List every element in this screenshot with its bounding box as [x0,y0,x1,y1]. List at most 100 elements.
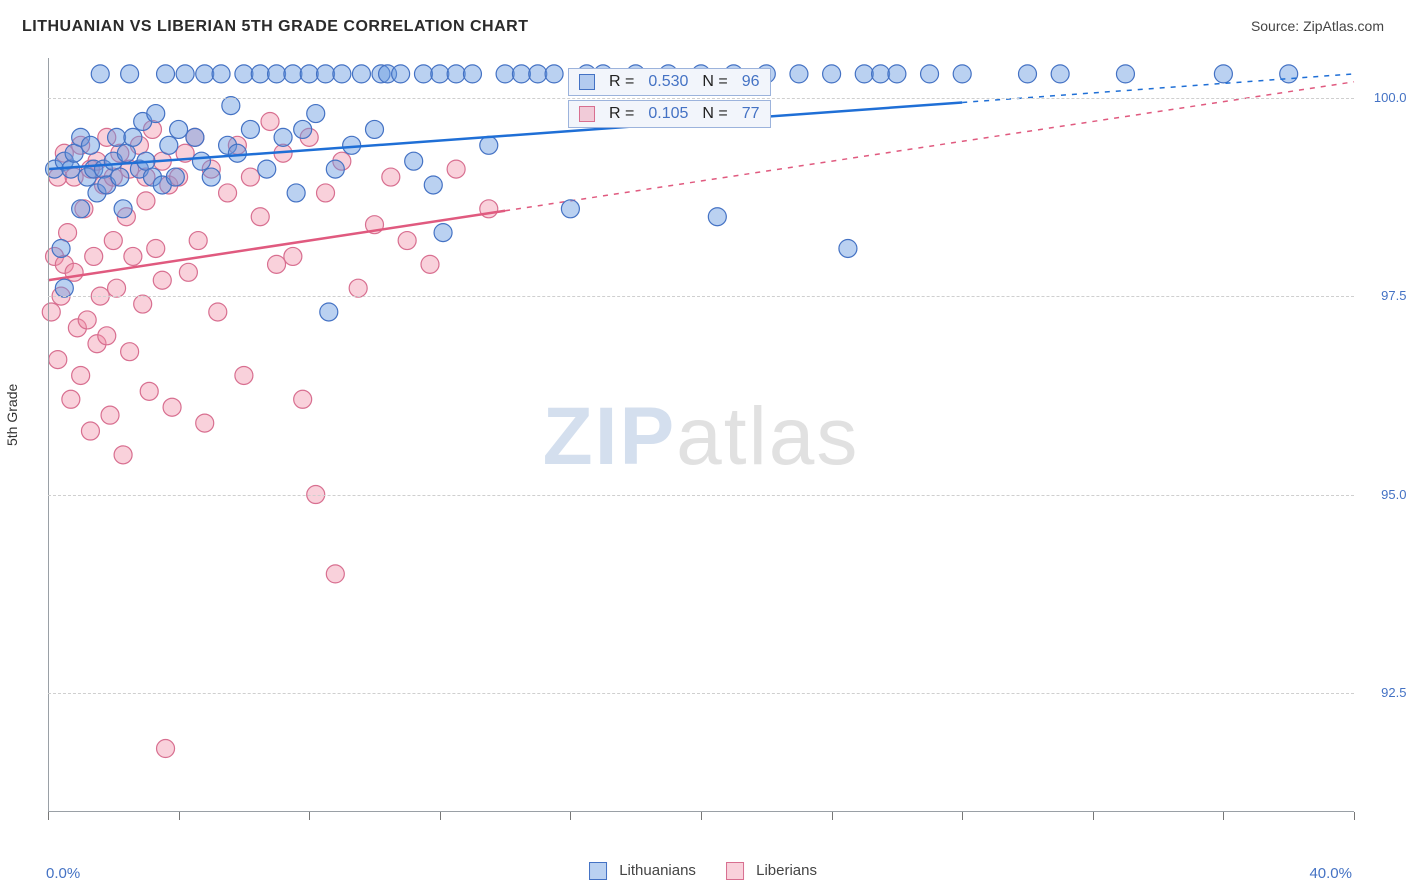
scatter-point-lithuanians [953,65,971,83]
scatter-point-lithuanians [258,160,276,178]
scatter-point-lithuanians [434,224,452,242]
scatter-point-liberians [382,168,400,186]
scatter-point-liberians [108,279,126,297]
scatter-point-lithuanians [855,65,873,83]
scatter-point-lithuanians [392,65,410,83]
stat-box-lithuanians: R = 0.530 N = 96 [568,68,771,96]
legend-swatch-lithuanians-icon [589,862,607,880]
scatter-point-lithuanians [1280,65,1298,83]
scatter-point-lithuanians [333,65,351,83]
scatter-point-lithuanians [72,200,90,218]
scatter-point-lithuanians [545,65,563,83]
chart-title: LITHUANIAN VS LIBERIAN 5TH GRADE CORRELA… [22,18,528,36]
stat-r-value-2: 0.105 [648,105,688,123]
scatter-point-liberians [251,208,269,226]
scatter-point-liberians [219,184,237,202]
legend-bottom: Lithuanians Liberians [589,862,817,880]
legend-swatch-liberians-icon [726,862,744,880]
scatter-point-lithuanians [235,65,253,83]
scatter-point-lithuanians [424,176,442,194]
scatter-point-liberians [235,366,253,384]
scatter-point-lithuanians [463,65,481,83]
x-tick [179,812,180,820]
scatter-point-lithuanians [55,279,73,297]
scatter-point-lithuanians [496,65,514,83]
scatter-point-liberians [153,271,171,289]
scatter-point-lithuanians [147,105,165,123]
scatter-point-lithuanians [294,120,312,138]
x-tick [1354,812,1355,820]
scatter-point-lithuanians [196,65,214,83]
scatter-point-lithuanians [91,65,109,83]
scatter-point-lithuanians [52,239,70,257]
scatter-point-liberians [189,232,207,250]
scatter-point-lithuanians [366,120,384,138]
scatter-point-liberians [65,263,83,281]
scatter-point-lithuanians [317,65,335,83]
scatter-point-lithuanians [839,239,857,257]
scatter-point-lithuanians [708,208,726,226]
scatter-point-lithuanians [921,65,939,83]
scatter-point-lithuanians [823,65,841,83]
scatter-point-liberians [140,382,158,400]
scatter-point-liberians [101,406,119,424]
plot-area: ZIPatlas R = 0.530 N = 96 R = 0.105 N = … [48,58,1354,812]
y-tick-label: 92.5% [1381,685,1406,700]
stat-n-value-2: 77 [742,105,760,123]
scatter-point-lithuanians [888,65,906,83]
x-tick [440,812,441,820]
scatter-point-liberians [261,112,279,130]
stat-r-value-1: 0.530 [648,73,688,91]
scatter-point-liberians [398,232,416,250]
legend-label-liberians: Liberians [756,862,817,879]
chart-header: LITHUANIAN VS LIBERIAN 5TH GRADE CORRELA… [0,0,1406,46]
x-tick [832,812,833,820]
scatter-point-lithuanians [228,144,246,162]
legend-label-lithuanians: Lithuanians [619,862,696,879]
scatter-point-lithuanians [222,97,240,115]
scatter-point-lithuanians [114,200,132,218]
scatter-point-lithuanians [268,65,286,83]
scatter-point-liberians [78,311,96,329]
scatter-point-liberians [284,247,302,265]
scatter-point-lithuanians [160,136,178,154]
scatter-point-lithuanians [212,65,230,83]
scatter-point-liberians [209,303,227,321]
swatch-lithuanians-icon [579,74,595,90]
scatter-point-lithuanians [320,303,338,321]
scatter-point-liberians [124,247,142,265]
scatter-point-liberians [98,327,116,345]
x-tick [48,812,49,820]
scatter-point-liberians [81,422,99,440]
scatter-point-liberians [349,279,367,297]
scatter-point-lithuanians [124,128,142,146]
scatter-point-lithuanians [111,168,129,186]
scatter-point-lithuanians [1051,65,1069,83]
scatter-point-lithuanians [176,65,194,83]
scatter-point-liberians [317,184,335,202]
scatter-point-lithuanians [326,160,344,178]
scatter-point-lithuanians [447,65,465,83]
scatter-point-liberians [421,255,439,273]
scatter-point-liberians [196,414,214,432]
scatter-point-liberians [147,239,165,257]
scatter-point-liberians [163,398,181,416]
scatter-point-liberians [49,351,67,369]
stat-r-label-1: R = [609,73,634,91]
swatch-liberians-icon [579,106,595,122]
y-tick-label: 95.0% [1381,487,1406,502]
scatter-point-lithuanians [108,128,126,146]
scatter-point-lithuanians [790,65,808,83]
y-tick-label: 97.5% [1381,288,1406,303]
stat-n-value-1: 96 [742,73,760,91]
scatter-point-lithuanians [241,120,259,138]
scatter-point-lithuanians [274,128,292,146]
scatter-point-liberians [179,263,197,281]
scatter-point-lithuanians [352,65,370,83]
scatter-point-lithuanians [166,168,184,186]
scatter-point-lithuanians [512,65,530,83]
stat-box-liberians: R = 0.105 N = 77 [568,100,771,128]
scatter-point-lithuanians [414,65,432,83]
gridline-h [48,296,1354,297]
scatter-point-lithuanians [405,152,423,170]
